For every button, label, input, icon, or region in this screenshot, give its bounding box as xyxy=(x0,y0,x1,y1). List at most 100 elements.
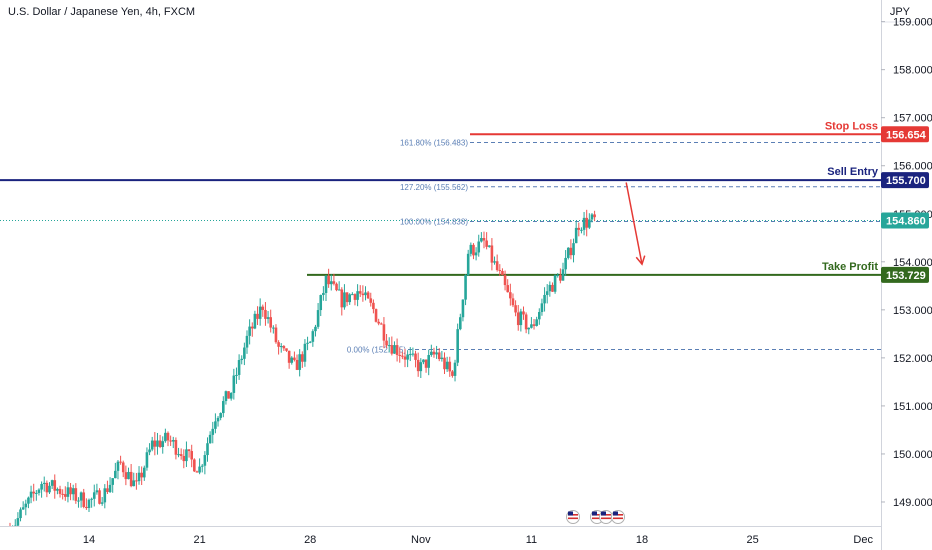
symbol-title: U.S. Dollar / Japanese Yen, 4h, FXCM xyxy=(8,6,196,18)
candle-body xyxy=(382,324,386,341)
candle-body xyxy=(106,488,109,492)
candle-body xyxy=(582,217,586,230)
candle-body xyxy=(319,295,323,311)
candle-body xyxy=(580,229,583,231)
economic-events[interactable] xyxy=(566,510,625,524)
candle-body xyxy=(569,247,573,256)
candle-body xyxy=(411,353,415,355)
plot-area xyxy=(0,0,881,526)
flag-stripe xyxy=(568,517,578,520)
candle-body xyxy=(451,371,454,376)
candle-body xyxy=(440,357,444,360)
candle-body xyxy=(574,227,578,244)
price-tag xyxy=(881,126,929,143)
candle-body xyxy=(427,355,430,368)
candle-body xyxy=(393,345,396,354)
price-tag-label: 155.700 xyxy=(886,175,926,187)
candle-body xyxy=(516,312,520,326)
price-tag-label: 154.860 xyxy=(886,215,926,227)
candle-body xyxy=(182,455,186,462)
candle-body xyxy=(564,257,567,270)
time-tick-label: Dec xyxy=(853,534,873,546)
candle-body xyxy=(132,480,136,487)
candle-body xyxy=(169,440,172,442)
candle-body xyxy=(140,472,143,478)
us-flag-icon[interactable] xyxy=(599,510,613,524)
candle-body xyxy=(395,345,399,355)
candle-body xyxy=(530,324,533,328)
candle-body xyxy=(50,480,54,486)
candle-body xyxy=(509,292,512,299)
candle-body xyxy=(503,275,507,286)
candle-body xyxy=(279,346,283,348)
candle-body xyxy=(387,345,391,347)
us-flag-icon[interactable] xyxy=(611,510,625,524)
candle-body xyxy=(87,499,91,509)
candle-body xyxy=(551,284,554,292)
candle-body xyxy=(406,354,409,360)
candle-body xyxy=(487,245,491,247)
candle-body xyxy=(27,497,30,504)
candle-body xyxy=(193,459,196,472)
candle-body xyxy=(490,245,494,263)
candle-body xyxy=(532,324,536,326)
candle-body xyxy=(190,451,193,460)
candle-body xyxy=(435,352,438,355)
candle-body xyxy=(348,294,351,303)
candle-body xyxy=(453,362,457,376)
candle-body xyxy=(322,292,325,296)
candle-body xyxy=(495,261,499,271)
candle-body xyxy=(219,413,222,418)
candle-body xyxy=(308,341,312,343)
price-tick-label: 158.000 xyxy=(893,65,932,77)
candle-body xyxy=(364,292,367,296)
candle-body xyxy=(256,313,259,319)
candle-body xyxy=(111,478,114,485)
fib-label: 0.00% (152.175) xyxy=(347,345,406,354)
candle-body xyxy=(232,375,236,393)
candle-body xyxy=(79,492,83,501)
us-flag-icon[interactable] xyxy=(566,510,580,524)
candle-body xyxy=(64,494,67,497)
fib-label: 100.00% (154.838) xyxy=(400,218,468,227)
price-tick-label: 159.000 xyxy=(893,17,932,29)
price-tick-label: 153.000 xyxy=(893,305,932,317)
candle-body xyxy=(498,270,502,272)
candle-body xyxy=(303,343,307,362)
time-tick-label: 25 xyxy=(746,534,758,546)
candle-body xyxy=(227,391,230,399)
candle-body xyxy=(290,357,294,363)
flag-canton xyxy=(601,511,606,516)
candle-body xyxy=(143,467,146,478)
candle-body xyxy=(135,480,138,482)
candle-body xyxy=(229,392,233,399)
candle-body xyxy=(527,327,531,330)
candle-body xyxy=(522,311,525,315)
candle-body xyxy=(206,443,209,456)
candle-body xyxy=(311,331,315,342)
candle-body xyxy=(119,461,122,463)
time-tick-label: 11 xyxy=(526,534,537,546)
candle-body xyxy=(477,241,481,253)
price-tick-label: 152.000 xyxy=(893,353,932,365)
candle-body xyxy=(42,482,46,484)
candle-body xyxy=(485,240,488,247)
candle-body xyxy=(45,482,49,493)
candle-body xyxy=(56,488,59,491)
candle-body xyxy=(316,310,320,327)
candle-body xyxy=(474,252,478,256)
candle-body xyxy=(274,327,278,343)
candle-body xyxy=(98,490,101,504)
candle-body xyxy=(298,354,301,370)
time-tick-label: Nov xyxy=(411,534,431,546)
candle-body xyxy=(401,355,404,357)
candle-body xyxy=(245,335,249,348)
currency-label: JPY xyxy=(889,6,910,18)
level-label: Stop Loss xyxy=(825,120,878,132)
candle-body xyxy=(588,219,591,228)
time-axis[interactable]: 14 21 28 Nov 11 18 25 Dec xyxy=(0,526,881,550)
candle-body xyxy=(437,352,441,360)
price-tag-label: 156.654 xyxy=(886,129,927,141)
time-tick-label: 14 xyxy=(83,534,95,546)
